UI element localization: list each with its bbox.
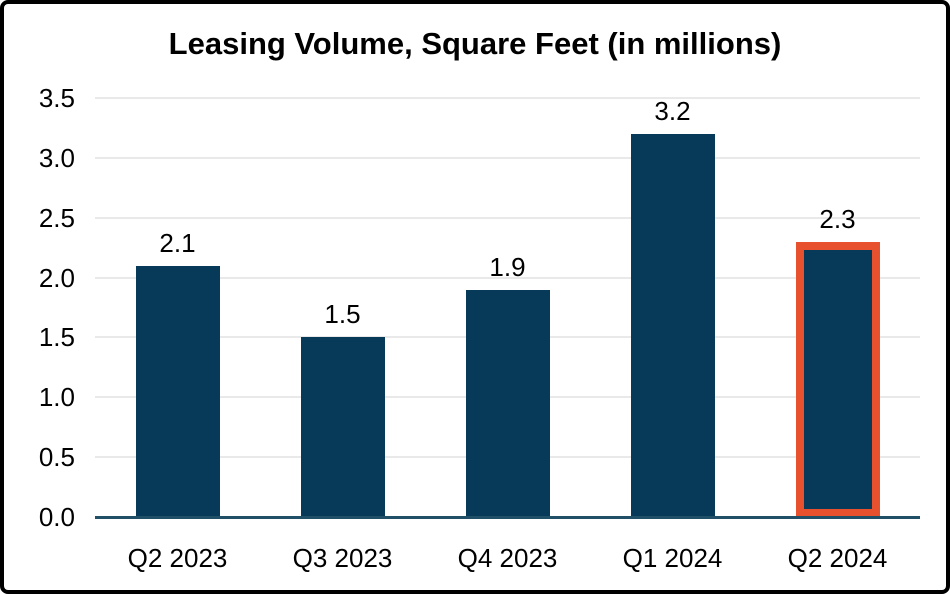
bar-q2-2023 bbox=[135, 265, 220, 517]
gridline-2.5 bbox=[95, 216, 920, 219]
x-axis-tick-label: Q2 2024 bbox=[787, 543, 888, 573]
x-axis-tick-label: Q4 2023 bbox=[457, 543, 558, 573]
y-axis-tick-label: 1.5 bbox=[38, 322, 75, 353]
bar-value-label: 2.1 bbox=[159, 227, 196, 258]
chart-title: Leasing Volume, Square Feet (in millions… bbox=[168, 26, 782, 61]
plot-area: 0.0 0.5 1.0 1.5 2.0 2.5 3.0 3.5 2.1 Q2 2023 1.5 Q3 … bbox=[4, 4, 946, 590]
x-axis-tick-label: Q2 2023 bbox=[127, 543, 228, 573]
bar-q2-2024-highlighted bbox=[795, 241, 880, 517]
gridline-2.0 bbox=[95, 276, 920, 279]
bar-q1-2024 bbox=[630, 133, 715, 517]
x-axis-tick-label: Q3 2023 bbox=[292, 543, 393, 573]
gridline-3.0 bbox=[95, 156, 920, 159]
bar-value-label: 2.3 bbox=[819, 203, 856, 234]
x-axis-line bbox=[95, 516, 920, 519]
gridline-3.5 bbox=[95, 97, 920, 99]
y-axis-tick-label: 1.0 bbox=[38, 382, 75, 413]
y-axis-tick-label: 2.0 bbox=[38, 262, 75, 293]
bar-q3-2023 bbox=[300, 337, 385, 517]
y-axis-tick-label: 0.5 bbox=[38, 442, 75, 473]
bar-value-label: 1.5 bbox=[324, 299, 361, 330]
bar-value-label: 3.2 bbox=[654, 95, 691, 126]
x-axis-tick-label: Q1 2024 bbox=[622, 543, 723, 573]
y-axis-tick-label: 3.5 bbox=[38, 83, 75, 113]
y-axis-tick-label: 0.0 bbox=[38, 502, 75, 532]
bar-q4-2023 bbox=[465, 289, 550, 517]
y-axis-tick-label: 2.5 bbox=[38, 202, 75, 233]
y-axis-tick-label: 3.0 bbox=[38, 142, 75, 173]
bar-value-label: 1.9 bbox=[489, 251, 526, 282]
